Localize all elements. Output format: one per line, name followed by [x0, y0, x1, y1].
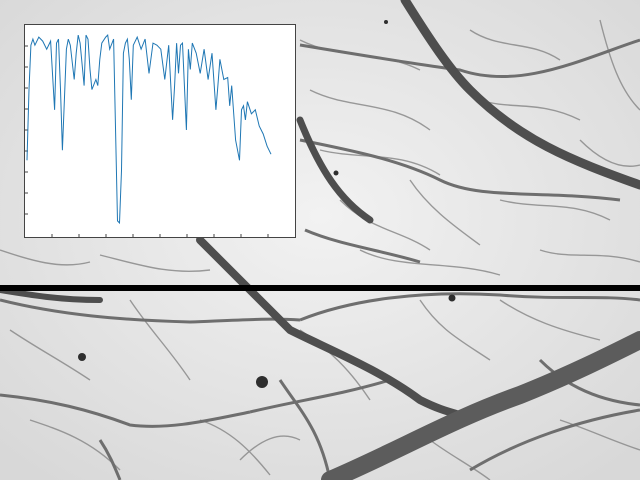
- secondary-veins: [0, 38, 640, 480]
- x-axis-ticks: [51, 234, 269, 237]
- y-axis-ticks: [25, 45, 28, 215]
- intensity-profile-chart: [25, 34, 272, 237]
- tissue-specks: [78, 20, 456, 388]
- intensity-profile-inset: [24, 24, 296, 238]
- scan-line: [0, 285, 640, 291]
- profile-series-line: [26, 34, 272, 225]
